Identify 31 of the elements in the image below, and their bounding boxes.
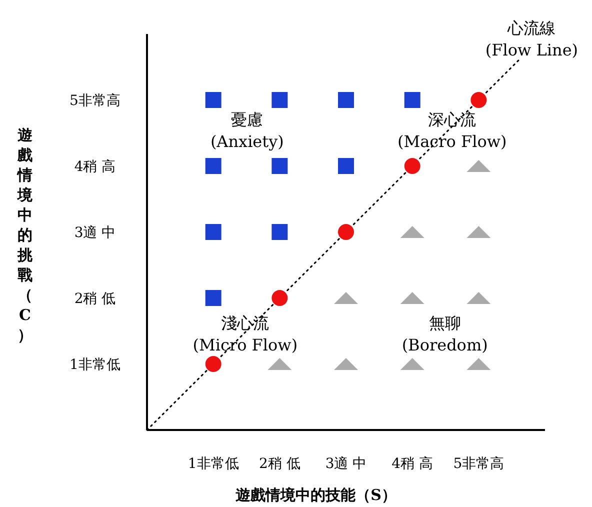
- point: [338, 224, 354, 240]
- annotation: 無聊 (Boredom): [402, 313, 488, 354]
- point: [205, 290, 222, 306]
- x-tick-label: 1非常低: [188, 456, 239, 472]
- annotation: 心流線 (Flow Line): [485, 18, 578, 60]
- point: [205, 158, 222, 174]
- x-tick-label: 3適 中: [325, 456, 367, 472]
- point: [205, 356, 222, 372]
- annotation: 憂慮 (Anxiety): [210, 110, 284, 152]
- point: [205, 224, 222, 240]
- point: [272, 290, 288, 306]
- point: [272, 92, 288, 108]
- point: [205, 92, 222, 108]
- x-axis-title: 遊戲情境中的技能（S）: [236, 486, 396, 504]
- point: [404, 92, 420, 108]
- y-tick-label: 2稍 低: [74, 291, 116, 307]
- y-tick-label: 5非常高: [70, 93, 120, 109]
- point: [404, 158, 420, 174]
- point: [470, 92, 487, 108]
- y-tick-label: 3適 中: [74, 225, 116, 241]
- x-tick-label: 2稍 低: [258, 456, 300, 472]
- point: [338, 92, 354, 108]
- annotation: 深心流 (Macro Flow): [397, 110, 507, 152]
- point: [272, 224, 288, 240]
- x-tick-label: 5非常高: [453, 456, 504, 472]
- point: [272, 158, 288, 174]
- y-tick-label: 1非常低: [70, 357, 120, 373]
- y-tick-label: 4稍 高: [74, 159, 116, 175]
- text: 遊戲情境中的挑戰（C）: [18, 126, 32, 344]
- x-tick-label: 4稍 高: [392, 456, 434, 472]
- point: [338, 158, 354, 174]
